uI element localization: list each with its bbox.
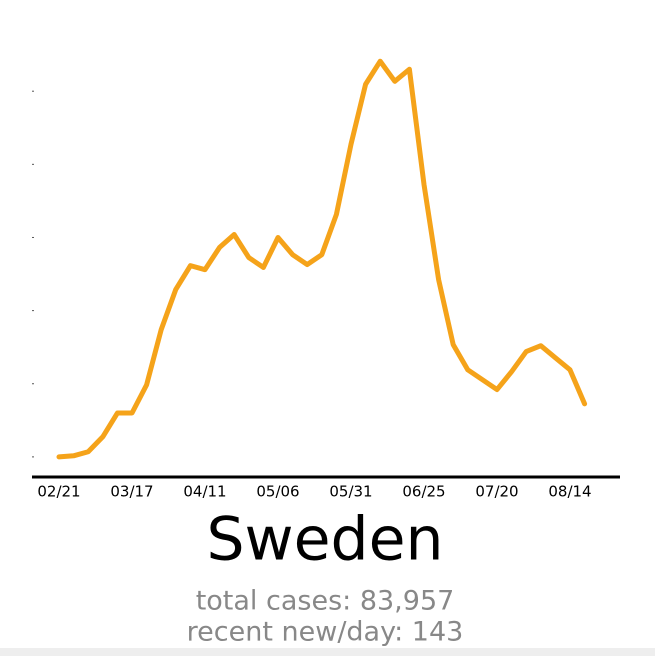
chart-title: Sweden bbox=[206, 505, 443, 575]
x-tick-label: 08/14 bbox=[548, 483, 591, 501]
bottom-strip bbox=[0, 648, 655, 656]
x-tick-label: 05/06 bbox=[256, 483, 299, 501]
x-tick-label: 04/11 bbox=[183, 483, 226, 501]
stat: total cases: 83,957 bbox=[196, 586, 455, 617]
line bbox=[56, 58, 588, 460]
x-tick-label: 03/17 bbox=[110, 483, 153, 501]
stat: recent new/day: 143 bbox=[187, 617, 464, 648]
x-tick-label: 05/31 bbox=[329, 483, 372, 501]
x-tick-label: 07/20 bbox=[475, 483, 518, 501]
x-tick-label: 02/21 bbox=[37, 483, 80, 501]
x-tick-label: 06/25 bbox=[402, 483, 445, 501]
